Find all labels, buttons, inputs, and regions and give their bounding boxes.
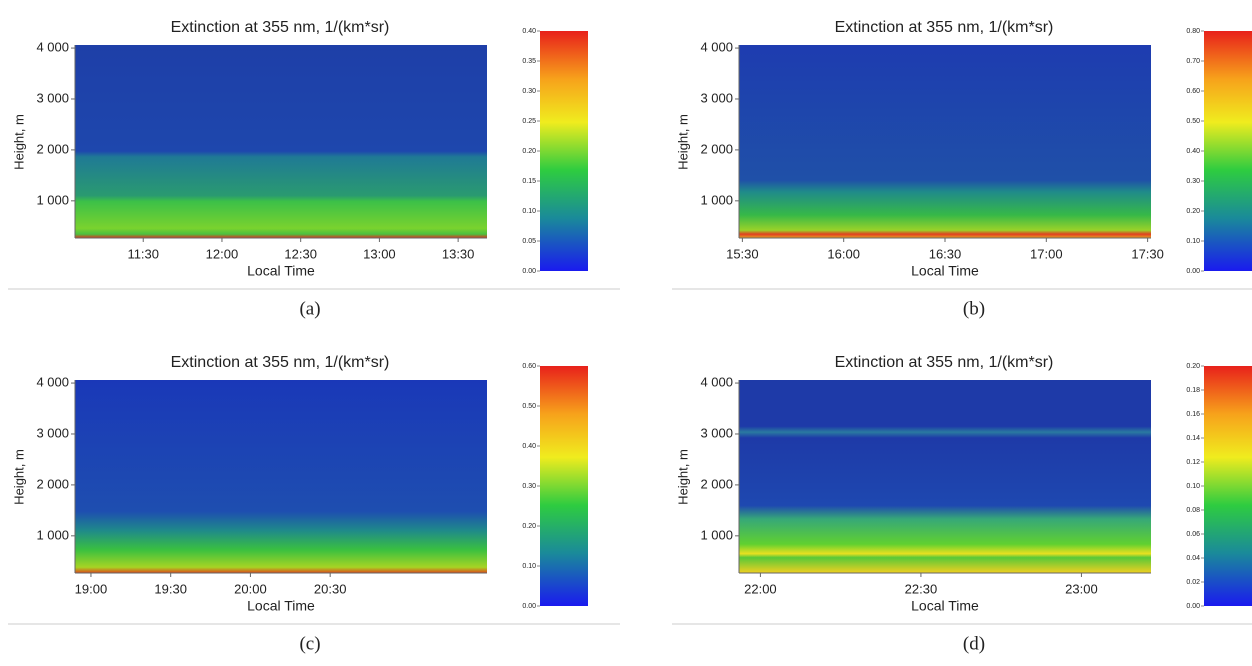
x-axis-label: Local Time <box>911 598 979 614</box>
colorbar-tick-label: 0.10 <box>522 563 536 570</box>
x-tick-label: 22:30 <box>905 581 938 596</box>
colorbar-tick-label: 0.25 <box>522 118 536 125</box>
x-tick-label: 22:00 <box>744 581 777 596</box>
heatmap-field <box>739 380 1151 573</box>
y-tick-label: 1 000 <box>36 192 69 207</box>
y-tick-label: 2 000 <box>700 141 733 156</box>
x-tick-label: 17:30 <box>1131 246 1164 261</box>
x-axis-label: Local Time <box>911 263 979 279</box>
colorbar-tick-label: 0.80 <box>1186 28 1200 35</box>
caption: (a) <box>299 298 320 319</box>
y-tick-label: 3 000 <box>700 90 733 105</box>
chart-title: Extinction at 355 nm, 1/(km*sr) <box>171 19 390 36</box>
caption: (b) <box>963 298 985 319</box>
y-axis-label: Height, m <box>11 449 26 505</box>
colorbar-tick-label: 0.05 <box>522 238 536 245</box>
colorbar-tick-label: 0.50 <box>1186 118 1200 125</box>
colorbar-tick-label: 0.10 <box>522 208 536 215</box>
colorbar-tick-label: 0.40 <box>522 28 536 35</box>
panel: Extinction at 355 nm, 1/(km*sr) Height, m… <box>8 354 620 654</box>
colorbar-tick-label: 0.06 <box>1186 531 1200 538</box>
colorbar-tick-label: 0.40 <box>1186 148 1200 155</box>
caption: (d) <box>963 633 985 654</box>
colorbar-tick-label: 0.16 <box>1186 411 1200 418</box>
colorbar-tick-label: 0.70 <box>1186 58 1200 65</box>
x-tick-label: 19:00 <box>75 581 108 596</box>
colorbar-tick-label: 0.00 <box>522 603 536 610</box>
colorbar-tick-label: 0.35 <box>522 58 536 65</box>
panel: Extinction at 355 nm, 1/(km*sr) Height, m… <box>672 19 1252 319</box>
colorbar-tick-label: 0.15 <box>522 178 536 185</box>
x-tick-label: 17:00 <box>1030 246 1063 261</box>
colorbar-tick-label: 0.10 <box>1186 483 1200 490</box>
caption: (c) <box>299 633 320 654</box>
chart-title: Extinction at 355 nm, 1/(km*sr) <box>835 19 1054 36</box>
x-tick-label: 11:30 <box>127 246 159 261</box>
y-axis-label: Height, m <box>675 114 690 170</box>
colorbar-tick-label: 0.00 <box>1186 603 1200 610</box>
x-tick-label: 12:00 <box>206 246 239 261</box>
x-tick-label: 23:00 <box>1065 581 1098 596</box>
colorbar-tick-label: 0.02 <box>1186 579 1200 586</box>
colorbar <box>540 31 588 271</box>
colorbar-tick-label: 0.30 <box>522 88 536 95</box>
colorbar-tick-label: 0.14 <box>1186 435 1200 442</box>
colorbar-tick-label: 0.50 <box>522 403 536 410</box>
colorbar-tick-label: 0.00 <box>1186 268 1200 275</box>
x-tick-label: 20:00 <box>234 581 267 596</box>
colorbar-tick-label: 0.08 <box>1186 507 1200 514</box>
colorbar-tick-label: 0.00 <box>522 268 536 275</box>
colorbar-tick-label: 0.30 <box>522 483 536 490</box>
colorbar-tick-label: 0.20 <box>1186 208 1200 215</box>
x-tick-label: 19:30 <box>154 581 187 596</box>
colorbar-tick-label: 0.04 <box>1186 555 1200 562</box>
y-tick-label: 2 000 <box>700 476 733 491</box>
colorbar-tick-label: 0.12 <box>1186 459 1200 466</box>
colorbar-tick-label: 0.20 <box>1186 363 1200 370</box>
colorbar <box>1204 31 1252 271</box>
panel: Extinction at 355 nm, 1/(km*sr) Height, m… <box>672 354 1252 654</box>
y-tick-label: 3 000 <box>36 425 69 440</box>
colorbar <box>1204 366 1252 606</box>
x-axis-label: Local Time <box>247 263 315 279</box>
y-axis-label: Height, m <box>11 114 26 170</box>
colorbar-tick-label: 0.18 <box>1186 387 1200 394</box>
colorbar-tick-label: 0.10 <box>1186 238 1200 245</box>
x-tick-label: 15:30 <box>726 246 759 261</box>
x-axis-label: Local Time <box>247 598 315 614</box>
x-tick-label: 20:30 <box>314 581 347 596</box>
y-tick-label: 4 000 <box>700 39 733 54</box>
colorbar-tick-label: 0.60 <box>1186 88 1200 95</box>
y-axis-label: Height, m <box>675 449 690 505</box>
x-tick-label: 12:30 <box>284 246 317 261</box>
y-tick-label: 3 000 <box>36 90 69 105</box>
y-tick-label: 2 000 <box>36 476 69 491</box>
y-tick-label: 1 000 <box>700 192 733 207</box>
y-tick-label: 2 000 <box>36 141 69 156</box>
x-tick-label: 16:00 <box>827 246 860 261</box>
heatmap-field <box>75 380 487 573</box>
y-tick-label: 1 000 <box>700 527 733 542</box>
colorbar-tick-label: 0.40 <box>522 443 536 450</box>
heatmap-field <box>739 45 1151 238</box>
y-tick-label: 3 000 <box>700 425 733 440</box>
colorbar-tick-label: 0.30 <box>1186 178 1200 185</box>
x-tick-label: 13:30 <box>442 246 475 261</box>
colorbar-tick-label: 0.60 <box>522 363 536 370</box>
y-tick-label: 4 000 <box>36 39 69 54</box>
x-tick-label: 13:00 <box>363 246 396 261</box>
y-tick-label: 4 000 <box>700 374 733 389</box>
x-tick-label: 16:30 <box>929 246 962 261</box>
y-tick-label: 1 000 <box>36 527 69 542</box>
chart-title: Extinction at 355 nm, 1/(km*sr) <box>835 354 1054 371</box>
colorbar-tick-label: 0.20 <box>522 148 536 155</box>
colorbar-tick-label: 0.20 <box>522 523 536 530</box>
y-tick-label: 4 000 <box>36 374 69 389</box>
chart-title: Extinction at 355 nm, 1/(km*sr) <box>171 354 390 371</box>
heatmap-field <box>75 45 487 238</box>
colorbar <box>540 366 588 606</box>
panel: Extinction at 355 nm, 1/(km*sr) Height, m… <box>8 19 620 319</box>
